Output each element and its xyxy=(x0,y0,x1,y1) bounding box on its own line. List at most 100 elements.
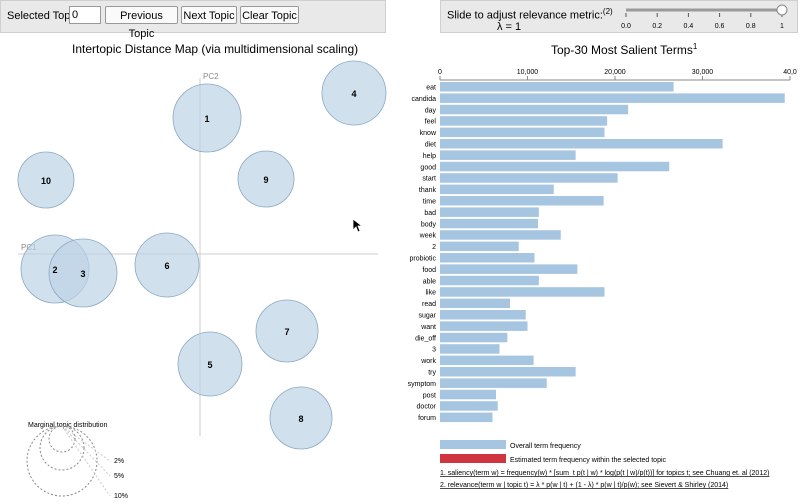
intertopic-map-title: Intertopic Distance Map (via multidimens… xyxy=(72,42,359,56)
relevance-slider-panel: Slide to adjust relevance metric:(2) λ =… xyxy=(440,0,798,33)
marginal-line-2pct xyxy=(61,425,111,462)
topic-label-9: 9 xyxy=(263,175,268,185)
term-label-start[interactable]: start xyxy=(422,176,436,183)
term-bar-candida[interactable] xyxy=(440,93,785,103)
topic-circle-4[interactable] xyxy=(321,60,387,126)
footnote-saliency[interactable]: 1. saliency(term w) = frequency(w) * [su… xyxy=(440,470,769,477)
term-bar-start[interactable] xyxy=(440,173,618,183)
slider-tick-label: 0.8 xyxy=(746,23,756,30)
term-label-post[interactable]: post xyxy=(423,392,436,399)
term-bar-3[interactable] xyxy=(440,344,500,354)
term-label-week[interactable]: week xyxy=(419,233,437,240)
bar-axis-tick-label: 20,000 xyxy=(604,69,626,76)
bar-axis-tick-label: 30,000 xyxy=(692,69,714,76)
term-label-know[interactable]: know xyxy=(420,130,437,137)
term-label-forum[interactable]: forum xyxy=(418,415,436,422)
topic-circle-10[interactable] xyxy=(17,151,75,209)
term-label-symptom[interactable]: symptom xyxy=(408,381,437,388)
term-bar-doctor[interactable] xyxy=(440,401,498,411)
term-bar-thank[interactable] xyxy=(440,184,554,195)
term-label-diet[interactable]: diet xyxy=(425,142,436,149)
term-bar-work[interactable] xyxy=(440,355,534,366)
term-bar-forum[interactable] xyxy=(440,412,493,423)
term-bar-know[interactable] xyxy=(440,127,605,138)
selected-topic-input[interactable] xyxy=(69,6,101,24)
term-label-food[interactable]: food xyxy=(422,267,436,274)
term-label-body[interactable]: body xyxy=(421,221,437,228)
topic-circle-3[interactable] xyxy=(48,238,118,308)
marginal-label-10pct: 10% xyxy=(114,493,128,500)
footnote-relevance[interactable]: 2. relevance(term w | topic t) = λ * p(w… xyxy=(440,482,728,489)
previous-topic-button[interactable]: Previous Topic xyxy=(105,6,178,40)
term-label-day[interactable]: day xyxy=(425,107,437,114)
term-bar-food[interactable] xyxy=(440,264,578,274)
term-label-good[interactable]: good xyxy=(420,164,436,171)
term-label-3[interactable]: 3 xyxy=(432,347,436,354)
term-bar-like[interactable] xyxy=(440,287,605,297)
slider-handle[interactable] xyxy=(776,4,788,16)
term-bar-diet[interactable] xyxy=(440,139,723,149)
legend-overall-label: Overall term frequency xyxy=(510,443,581,450)
term-label-like[interactable]: like xyxy=(425,290,436,297)
term-bar-try[interactable] xyxy=(440,367,576,377)
pc2-axis-label: PC2 xyxy=(203,72,219,81)
topic-circle-5[interactable] xyxy=(177,331,243,397)
term-bars xyxy=(440,82,785,423)
topic-circles: 1 2 3 4 5 6 7 8 9 10 xyxy=(17,60,387,450)
clear-topic-button[interactable]: Clear Topic xyxy=(240,6,299,24)
term-bar-read[interactable] xyxy=(440,298,510,309)
lambda-slider[interactable]: 0.0 0.2 0.4 0.6 0.8 1 xyxy=(441,1,799,34)
term-label-feel[interactable]: feel xyxy=(425,119,437,126)
term-bar-bad[interactable] xyxy=(440,207,539,217)
marginal-line-5pct xyxy=(61,425,111,477)
term-bar-want[interactable] xyxy=(440,321,528,331)
topic-label-6: 6 xyxy=(164,261,169,271)
term-bar-post[interactable] xyxy=(440,389,496,400)
term-label-read[interactable]: read xyxy=(422,301,436,308)
term-bar-sugar[interactable] xyxy=(440,310,526,320)
term-label-able[interactable]: able xyxy=(423,278,436,285)
marginal-label-5pct: 5% xyxy=(114,473,124,480)
marginal-circle-10pct xyxy=(26,425,98,497)
term-label-eat[interactable]: eat xyxy=(426,85,436,92)
term-label-bad[interactable]: bad xyxy=(424,210,436,217)
topic-circle-7[interactable] xyxy=(255,299,319,363)
term-bar-able[interactable] xyxy=(440,275,539,286)
topic-circle-9[interactable] xyxy=(237,150,295,208)
topic-label-1: 1 xyxy=(204,114,209,124)
term-bar-probiotic[interactable] xyxy=(440,253,535,263)
term-label-2[interactable]: 2 xyxy=(432,244,436,251)
topic-label-2: 2 xyxy=(52,265,57,275)
term-label-sugar[interactable]: sugar xyxy=(418,313,436,320)
term-bar-die_off[interactable] xyxy=(440,332,508,343)
term-label-thank[interactable]: thank xyxy=(419,187,437,194)
topic-circle-1[interactable] xyxy=(172,83,242,153)
term-bar-2[interactable] xyxy=(440,241,519,252)
term-bar-body[interactable] xyxy=(440,218,538,229)
term-bar-week[interactable] xyxy=(440,230,561,240)
topic-circle-8[interactable] xyxy=(269,386,333,450)
term-label-help[interactable]: help xyxy=(423,153,436,160)
term-bar-help[interactable] xyxy=(440,150,576,160)
term-bar-eat[interactable] xyxy=(440,82,674,92)
salient-terms-title: Top-30 Most Salient Terms1 xyxy=(551,42,698,57)
topic-circle-6[interactable] xyxy=(134,232,200,298)
term-label-probiotic[interactable]: probiotic xyxy=(410,256,437,263)
term-label-die_off[interactable]: die_off xyxy=(415,335,436,342)
term-bar-feel[interactable] xyxy=(440,116,608,126)
term-bar-time[interactable] xyxy=(440,196,604,206)
term-bar-good[interactable] xyxy=(440,161,670,172)
term-label-try[interactable]: try xyxy=(428,370,436,377)
slider-tick-label: 1 xyxy=(780,23,784,30)
bar-axis-tick-label: 10,000 xyxy=(517,69,539,76)
term-label-doctor[interactable]: doctor xyxy=(417,404,437,411)
next-topic-button[interactable]: Next Topic xyxy=(181,6,237,24)
term-label-work[interactable]: work xyxy=(420,358,436,365)
marginal-circle-2pct xyxy=(48,425,76,453)
term-label-time[interactable]: time xyxy=(423,199,436,206)
topic-label-5: 5 xyxy=(207,360,212,370)
term-bar-symptom[interactable] xyxy=(440,378,547,388)
term-label-want[interactable]: want xyxy=(420,324,436,331)
term-bar-day[interactable] xyxy=(440,104,629,115)
term-label-candida[interactable]: candida xyxy=(411,96,436,103)
